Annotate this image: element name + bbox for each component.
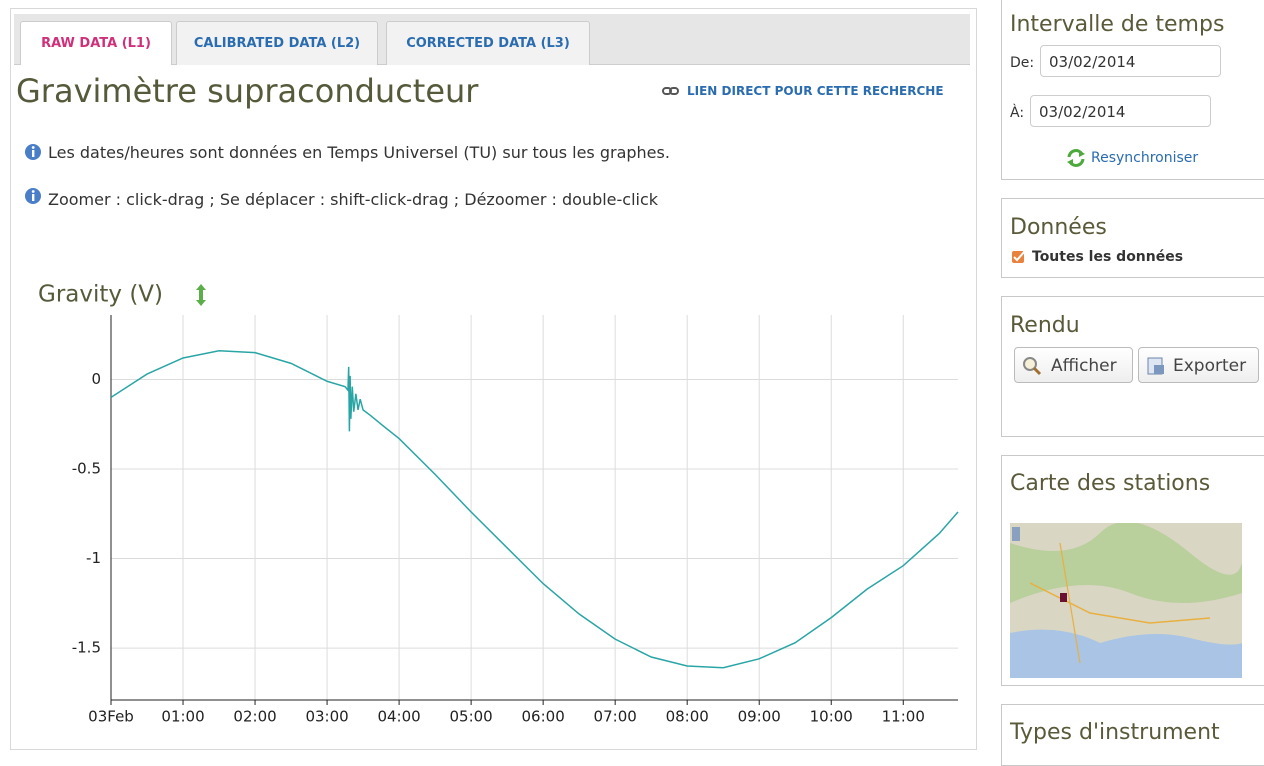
y-tick-label: -0.5	[72, 460, 101, 478]
resize-icon	[196, 284, 206, 306]
panel-title: Données	[1010, 215, 1107, 240]
x-tick-label: 03:00	[305, 708, 348, 726]
panel-title: Carte des stations	[1010, 471, 1210, 496]
export-icon	[1146, 356, 1166, 376]
render-panel: Rendu Afficher Exporter	[1001, 296, 1264, 437]
chart-title: Gravity (V)	[38, 282, 163, 308]
resync-icon	[1066, 148, 1086, 168]
y-tick-label: -1.5	[72, 639, 101, 657]
direct-link[interactable]: LIEN DIRECT POUR CETTE RECHERCHE	[687, 84, 944, 98]
chart: Gravity (V) -1.5 -1 -0.5 0 03Feb 01:00 02:00 03…	[12, 270, 972, 744]
note: Zoomer : click-drag ; Se déplacer : shif…	[48, 190, 658, 209]
x-tick-label: 03Feb	[88, 708, 134, 726]
panel-title: Intervalle de temps	[1010, 12, 1224, 37]
x-tick-label: 07:00	[594, 708, 637, 726]
y-tick-label: -1	[86, 549, 101, 567]
checkbox-label: Toutes les données	[1032, 249, 1183, 265]
x-tick-label: 04:00	[377, 708, 420, 726]
x-tick-label: 05:00	[450, 708, 493, 726]
map-panel: Carte des stations	[1001, 455, 1264, 686]
date-input[interactable]: 03/02/2014	[1030, 95, 1211, 127]
note: Les dates/heures sont données en Temps U…	[48, 143, 670, 162]
panel-title: Types d'instrument	[1010, 720, 1220, 745]
date-input[interactable]: 03/02/2014	[1040, 45, 1221, 77]
link-icon	[662, 85, 680, 97]
panel-title: Rendu	[1010, 313, 1080, 338]
x-tick-label: 11:00	[882, 708, 925, 726]
page: RAW DATA (L1) CALIBRATED DATA (L2) CORRE…	[0, 0, 1264, 744]
x-tick-label: 06:00	[522, 708, 565, 726]
x-tick-label: 02:00	[233, 708, 276, 726]
x-tick-label: 10:00	[810, 708, 853, 726]
tab[interactable]: CALIBRATED DATA (L2)	[176, 21, 378, 65]
tab[interactable]: RAW DATA (L1)	[20, 21, 172, 65]
label: De:	[1010, 55, 1034, 71]
tab[interactable]: CORRECTED DATA (L3)	[386, 21, 590, 65]
instrument-panel: Types d'instrument	[1001, 704, 1264, 766]
checkbox[interactable]	[1011, 249, 1027, 265]
x-tick-label: 09:00	[738, 708, 781, 726]
x-tick-label: 01:00	[161, 708, 204, 726]
station-map[interactable]	[1010, 523, 1242, 678]
button-label: Afficher	[1051, 356, 1117, 376]
button-label: Exporter	[1173, 356, 1246, 376]
label: À:	[1010, 105, 1024, 121]
x-tick-label: 08:00	[666, 708, 709, 726]
y-tick-label: 0	[91, 370, 101, 388]
data-panel: Données Toutes les données	[1001, 198, 1264, 278]
resync-link[interactable]: Resynchroniser	[1091, 150, 1198, 166]
info-icon	[24, 143, 42, 161]
heading: Gravimètre supraconducteur	[16, 72, 478, 110]
time-panel: Intervalle de temps De: 03/02/2014 À: 03…	[1001, 0, 1264, 180]
search-icon	[1022, 356, 1042, 376]
info-icon	[24, 187, 42, 205]
